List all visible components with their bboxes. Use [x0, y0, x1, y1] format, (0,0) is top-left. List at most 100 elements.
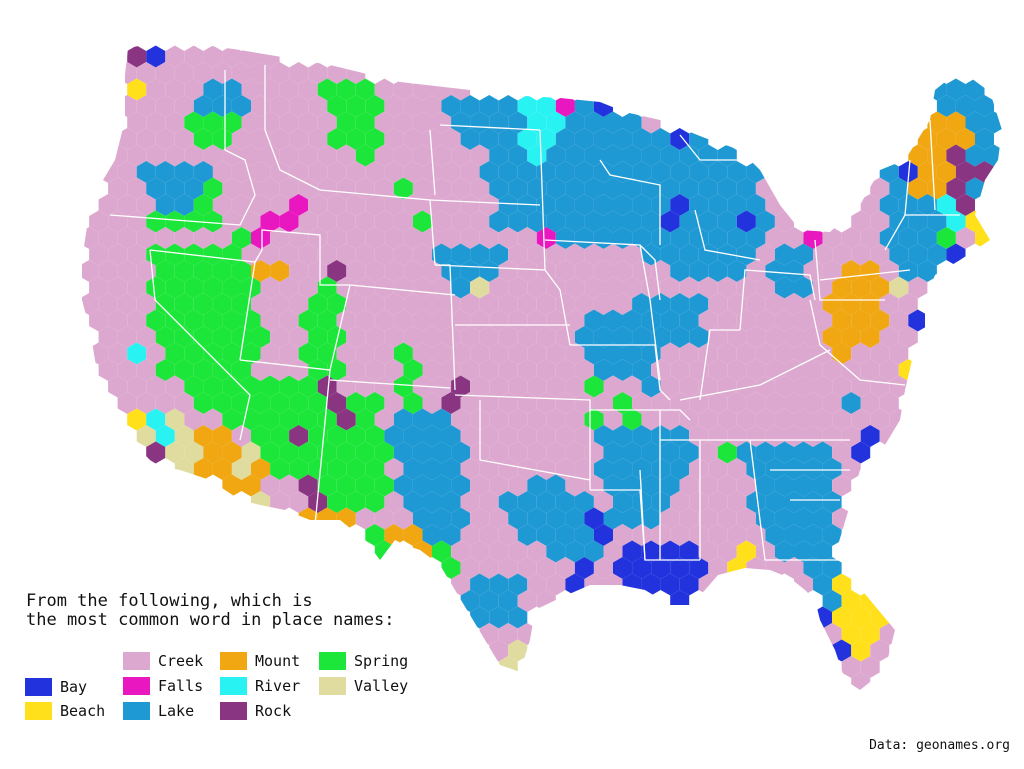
hex-cell-spring [374, 441, 394, 464]
hex-cell-creek [508, 375, 528, 398]
hex-cell-creek [231, 128, 251, 150]
hex-cell-mount [832, 309, 852, 332]
hex-cell-creek [441, 326, 461, 348]
hex-cell-creek [451, 309, 471, 332]
hex-cell-creek [517, 293, 537, 315]
hex-cell-creek [660, 408, 680, 431]
hex-cell-creek [270, 491, 290, 513]
hex-cell-creek [89, 243, 109, 266]
hex-cell-spring [584, 408, 604, 431]
hex-cell-lake [393, 441, 413, 464]
hex-cell-lake [574, 491, 594, 513]
hex-cell-creek [536, 359, 556, 381]
hex-cell-lake [555, 491, 575, 513]
hex-cell-lake [784, 524, 804, 546]
hex-cell-creek [860, 194, 880, 216]
hex-cell-creek [727, 359, 747, 381]
hex-cell-creek [536, 425, 556, 447]
hex-cell-creek [860, 392, 880, 414]
hex-cell-creek [565, 441, 585, 464]
hex-cell-lake [613, 359, 633, 381]
hex-cell-lake [679, 441, 699, 464]
hex-cell-lake [651, 293, 671, 315]
state-border [544, 239, 661, 301]
hex-cell-creek [555, 425, 575, 447]
hex-cell-lake [622, 474, 642, 497]
state-border [639, 244, 661, 381]
hex-cell-creek [898, 326, 918, 348]
hex-cell-creek [470, 309, 490, 332]
hex-cell-creek [117, 293, 137, 315]
hex-cell-creek [374, 144, 394, 167]
hex-cell-rock [327, 392, 347, 414]
hex-cell-creek [441, 194, 461, 216]
hex-cell-beach [851, 606, 871, 629]
hex-cell-creek [289, 95, 309, 117]
hex-cell-bay [851, 441, 871, 464]
hex-cell-creek [412, 177, 432, 200]
hex-cell-creek [155, 392, 175, 414]
hex-cell-spring [298, 441, 318, 464]
hex-cell-creek [879, 260, 899, 282]
hex-cell-creek [165, 78, 185, 101]
hex-cell-creek [565, 276, 585, 299]
hex-cell-creek [632, 392, 652, 414]
hex-cell-valley [184, 441, 204, 464]
hex-cell-creek [403, 161, 423, 183]
hex-cell-creek [403, 326, 423, 348]
hex-cell-creek [603, 375, 623, 398]
hex-cell-creek [451, 177, 471, 200]
hex-cell-lake [451, 507, 471, 530]
hex-cell-spring [212, 293, 232, 315]
hex-cell-creek [832, 441, 852, 464]
hex-cell-bay [689, 557, 709, 579]
hex-cell-lake [565, 144, 585, 167]
hex-cell-creek [384, 194, 404, 216]
hex-cell-creek [841, 227, 861, 249]
hex-cell-lake [536, 524, 556, 546]
state-border [454, 394, 591, 490]
hex-cell-spring [184, 309, 204, 332]
hex-cell-bay [679, 540, 699, 563]
hex-cell-lake [632, 425, 652, 447]
hex-cell-creek [241, 111, 261, 134]
hex-cell-creek [231, 62, 251, 84]
hex-cell-creek [593, 293, 613, 315]
hex-cell-creek [393, 276, 413, 299]
hex-cell-creek [889, 309, 909, 332]
hex-cell-spring [193, 128, 213, 150]
hex-cell-lake [641, 507, 661, 530]
state-border [739, 269, 816, 331]
state-border [149, 249, 256, 263]
hex-cell-creek [412, 342, 432, 365]
hex-cell-creek [108, 243, 128, 266]
hex-cell-lake [641, 243, 661, 266]
hex-cell-creek [717, 474, 737, 497]
hex-cell-spring [403, 392, 423, 414]
hex-cell-mount [927, 177, 947, 200]
hex-cell-creek [460, 161, 480, 183]
hex-cell-lake [422, 458, 442, 480]
hex-cell-lake [479, 95, 499, 117]
hex-cell-spring [365, 392, 385, 414]
hex-cell-creek [555, 260, 575, 282]
hex-cell-creek [727, 491, 747, 513]
hex-cell-creek [89, 309, 109, 332]
hex-cell-mount [936, 128, 956, 150]
hex-cell-lake [489, 177, 509, 200]
hex-cell-creek [146, 144, 166, 167]
hex-cell-lake [803, 491, 823, 513]
hex-cell-mount [822, 293, 842, 315]
hex-cell-lake [774, 243, 794, 266]
hex-cell-creek [527, 441, 547, 464]
hex-cell-spring [346, 128, 366, 150]
hex-cell-creek [508, 474, 528, 497]
hex-cell-creek [841, 656, 861, 678]
hex-cell-spring [365, 458, 385, 480]
hex-cell-rock [127, 45, 147, 68]
hex-cell-creek [82, 260, 99, 282]
hex-cell-creek [241, 78, 261, 101]
hex-cell-lake [470, 243, 490, 266]
hex-cell-spring [193, 359, 213, 381]
hex-cell-creek [289, 128, 309, 150]
